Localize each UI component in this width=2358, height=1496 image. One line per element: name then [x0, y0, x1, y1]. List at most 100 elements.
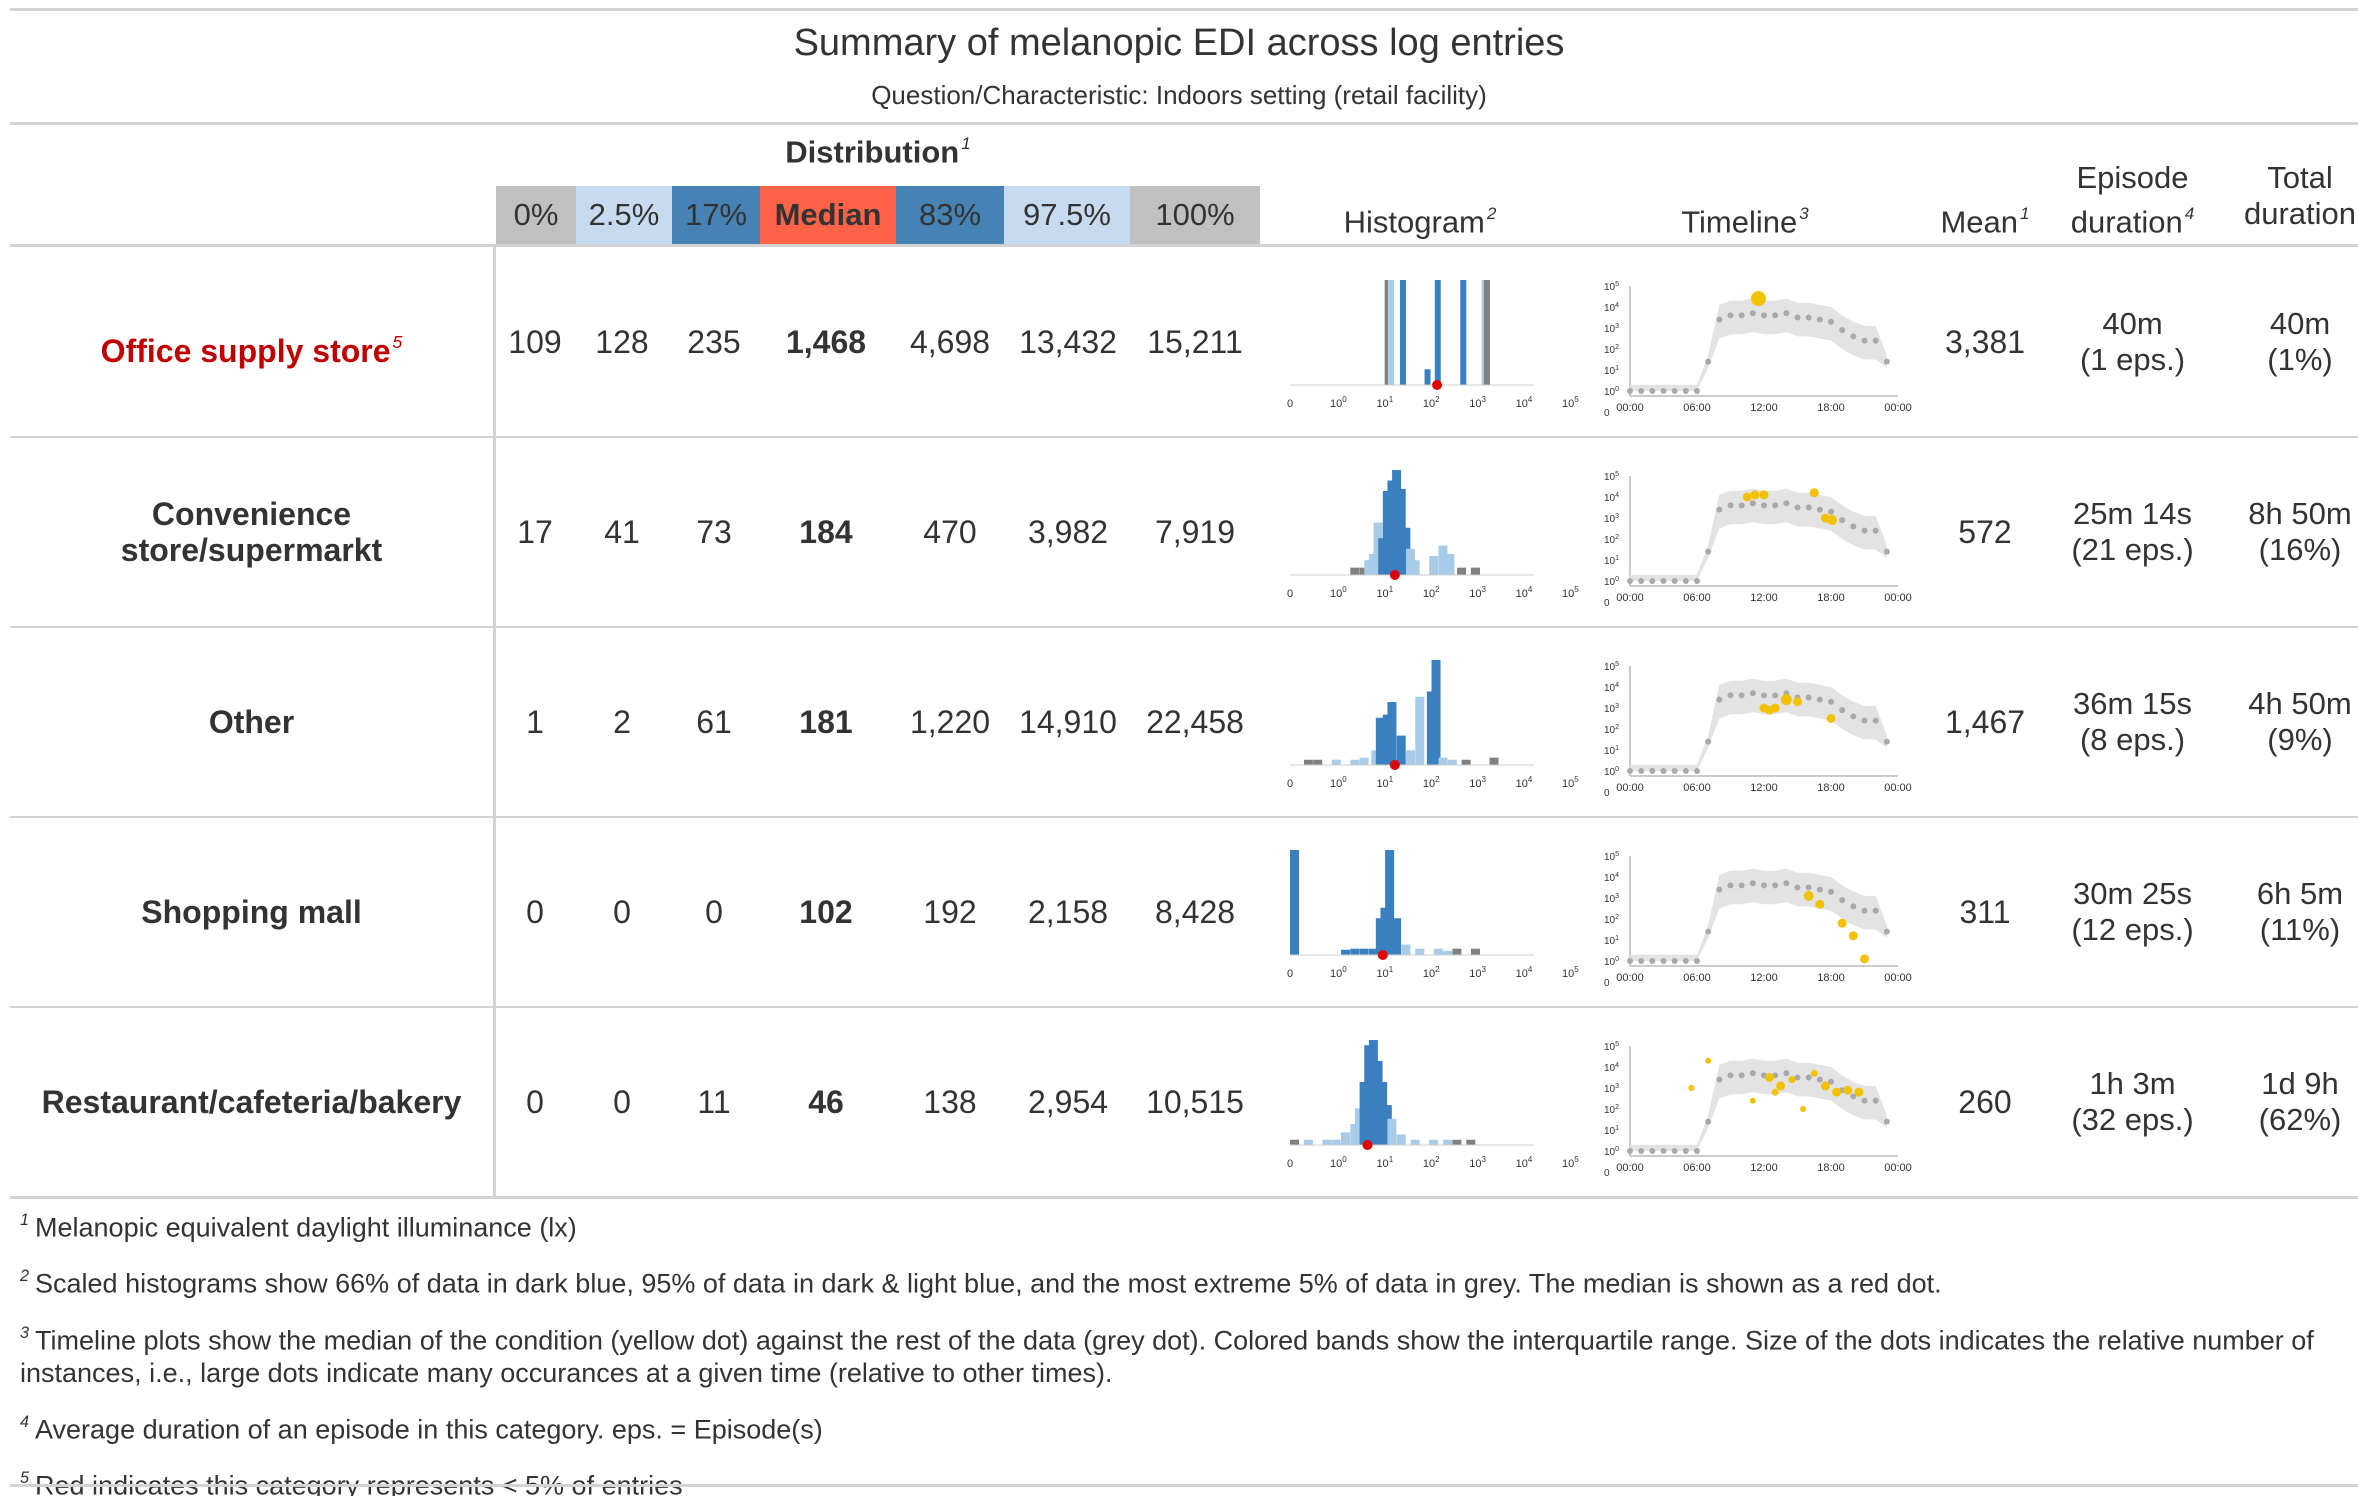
- tick-exponent: 3: [1615, 1083, 1619, 1090]
- yellow-dot: [1832, 1087, 1842, 1097]
- grey-dot: [1694, 768, 1700, 774]
- grey-dot: [1761, 502, 1767, 509]
- timeline-x-tick-label: 06:00: [1683, 1162, 1711, 1174]
- top-rule: [10, 8, 2358, 11]
- histogram-tick-label: 101: [1376, 1155, 1393, 1170]
- histogram-bar: [1359, 757, 1369, 765]
- grey-dot: [1749, 310, 1756, 317]
- total-duration-value: 1d 9h: [2261, 1066, 2339, 1101]
- tick-exponent: 3: [1481, 965, 1486, 974]
- histogram-tick-label: 105: [1562, 585, 1579, 600]
- row-label-text: Office supply store: [100, 333, 391, 370]
- cell-episode-duration: 40m (1 eps.): [2050, 306, 2215, 378]
- grey-dot: [1705, 358, 1712, 365]
- cell-episode-duration: 1h 3m (32 eps.): [2050, 1066, 2215, 1138]
- timeline-x-tick-label: 12:00: [1750, 1162, 1778, 1174]
- timeline-y-tick-label: 102: [1604, 914, 1619, 926]
- grey-dot: [1861, 717, 1868, 724]
- histogram-bar: [1375, 918, 1385, 955]
- histogram-plot: 0 100 101 102 103 104 105: [1287, 470, 1579, 600]
- histogram-bar: [1368, 948, 1378, 955]
- grey-dot: [1705, 548, 1712, 555]
- histogram-bar: [1392, 470, 1402, 575]
- yellow-dot: [1854, 1087, 1864, 1097]
- cell-q83: 4,698: [909, 324, 991, 360]
- grey-dot: [1627, 1148, 1633, 1154]
- grey-dot: [1649, 388, 1656, 394]
- grey-dot: [1883, 928, 1890, 935]
- tick-exponent: 2: [1615, 1104, 1619, 1111]
- timeline-y-tick-label: 105: [1604, 1041, 1619, 1053]
- histogram-bar: [1290, 1139, 1299, 1145]
- tick-exponent: 2: [1615, 534, 1619, 541]
- tick-exponent: 4: [1528, 585, 1533, 594]
- histogram-bar: [1452, 1139, 1462, 1145]
- cell-q0: 17: [517, 514, 553, 550]
- histogram-bar: [1331, 1139, 1341, 1145]
- grey-dot: [1727, 692, 1734, 699]
- tick-exponent: 2: [1435, 1155, 1440, 1164]
- timeline-y-tick-label: 105: [1604, 851, 1619, 863]
- tick-exponent: 2: [1435, 965, 1440, 974]
- grey-dot: [1749, 880, 1756, 887]
- histogram-bar: [1401, 527, 1411, 575]
- timeline-x-tick-label: 00:00: [1884, 592, 1912, 604]
- grey-dot: [1872, 527, 1879, 534]
- histogram-bar: [1359, 948, 1369, 955]
- grey-dot: [1850, 1093, 1857, 1100]
- histogram-bar: [1341, 1132, 1351, 1145]
- tick-exponent: 4: [1615, 302, 1619, 309]
- histogram-bar: [1396, 735, 1406, 765]
- timeline-x-tick-label: 00:00: [1616, 592, 1644, 604]
- timeline-x-tick-label: 18:00: [1817, 402, 1845, 414]
- histogram-bar: [1359, 1082, 1369, 1145]
- yellow-dot: [1848, 931, 1858, 941]
- interquartile-band: [1630, 868, 1887, 961]
- grey-dot: [1649, 1148, 1656, 1154]
- grey-dot: [1883, 548, 1890, 555]
- yellow-dot: [1688, 1085, 1695, 1091]
- timeline-x-tick-label: 06:00: [1683, 972, 1711, 984]
- timeline-y-tick-label: 104: [1604, 1062, 1619, 1074]
- grey-dot: [1816, 506, 1823, 513]
- histogram-tick-label: 101: [1376, 395, 1393, 410]
- histogram-tick-label: 0: [1287, 778, 1293, 790]
- timeline-x-tick-label: 18:00: [1817, 592, 1845, 604]
- histogram-tick-label: 105: [1562, 775, 1579, 790]
- timeline-y-tick-label: 0: [1604, 598, 1610, 609]
- timeline-x-tick-label: 00:00: [1884, 1162, 1912, 1174]
- grey-dot: [1627, 958, 1633, 964]
- timeline-y-tick-label: 100: [1604, 576, 1619, 588]
- episode-count: (8 eps.): [2079, 722, 2186, 757]
- cell-total-duration: 6h 5m (11%): [2220, 876, 2358, 948]
- histogram-bar: [1313, 759, 1323, 765]
- cell-q0: 0: [526, 1084, 544, 1120]
- yellow-dot: [1749, 1097, 1756, 1104]
- footnote-mark: 2: [20, 1267, 30, 1286]
- grey-dot: [1671, 388, 1678, 394]
- tick-exponent: 4: [1528, 1155, 1533, 1164]
- row-label: Shopping mall: [10, 894, 493, 930]
- grey-dot: [1749, 1070, 1756, 1077]
- quantile-header-q100: 100%: [1130, 186, 1260, 244]
- histogram-bar: [1460, 280, 1467, 385]
- histogram-bar: [1290, 850, 1299, 955]
- grey-dot: [1805, 314, 1812, 321]
- histogram-tick-label: 0: [1287, 1158, 1293, 1170]
- tick-exponent: 0: [1615, 1146, 1619, 1153]
- episode-duration-value: 1h 3m: [2089, 1066, 2176, 1101]
- grey-dot: [1716, 696, 1723, 703]
- timeline-y-tick-label: 103: [1604, 703, 1619, 715]
- timeline-y-tick-label: 104: [1604, 872, 1619, 884]
- row-label-text: Shopping mall: [141, 894, 362, 930]
- episode-duration-value: 36m 15s: [2073, 686, 2192, 721]
- median-dot: [1389, 760, 1400, 770]
- footnote: 1 Melanopic equivalent daylight illuminan…: [20, 1204, 2340, 1244]
- bottom-rule: [10, 1484, 2358, 1487]
- cell-q17: 235: [687, 324, 741, 360]
- histogram-bar: [1461, 759, 1471, 765]
- episode-duration-header: Episode duration 4: [2050, 160, 2215, 241]
- grey-dot: [1805, 694, 1812, 701]
- grey-dot: [1794, 1074, 1801, 1081]
